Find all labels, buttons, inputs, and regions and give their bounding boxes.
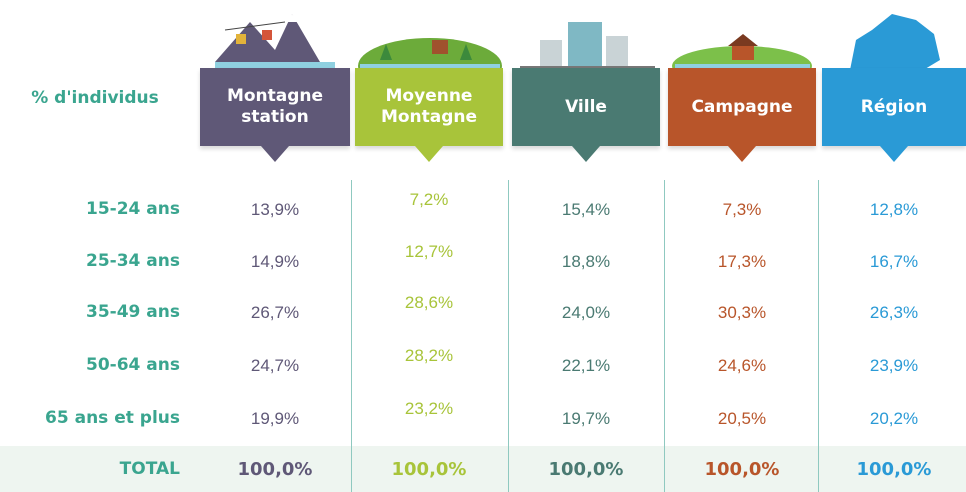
total-label: TOTAL — [119, 459, 180, 479]
cell-value: 24,7% — [250, 356, 300, 375]
column-separator — [664, 180, 665, 492]
column-separator — [818, 180, 819, 492]
cell-value: 24,0% — [561, 303, 611, 322]
cell-value: 7,3% — [722, 200, 762, 219]
row-label: 50-64 ans — [86, 355, 180, 375]
cell-value: 12,8% — [869, 200, 919, 219]
cell-value: 23,2% — [404, 399, 454, 418]
cell-value: 26,7% — [250, 303, 300, 322]
column-separator — [351, 180, 352, 492]
row-label: 25-34 ans — [86, 251, 180, 271]
cell-value: 26,3% — [869, 303, 919, 322]
header-pointer — [880, 146, 908, 162]
total-value: 100,0% — [237, 459, 313, 480]
row-label: 35-49 ans — [86, 302, 180, 322]
cell-value: 22,1% — [561, 356, 611, 375]
cell-value: 14,9% — [250, 252, 300, 271]
cell-value: 20,5% — [717, 409, 767, 428]
cell-value: 15,4% — [561, 200, 611, 219]
total-value: 100,0% — [391, 459, 467, 480]
cell-value: 30,3% — [717, 303, 767, 322]
header-pointer — [415, 146, 443, 162]
column-separator — [508, 180, 509, 492]
cell-value: 12,7% — [404, 242, 454, 261]
city-scene — [520, 22, 655, 72]
mountain-scene — [215, 14, 335, 70]
row-label: 15-24 ans — [86, 199, 180, 219]
column-header: Campagne — [668, 68, 816, 146]
column-header: Ville — [512, 68, 660, 146]
header-pointer — [728, 146, 756, 162]
cell-value: 28,2% — [404, 346, 454, 365]
cell-value: 13,9% — [250, 200, 300, 219]
header-pointer — [572, 146, 600, 162]
cell-value: 18,8% — [561, 252, 611, 271]
cell-value: 20,2% — [869, 409, 919, 428]
total-value: 100,0% — [856, 459, 932, 480]
cell-value: 19,7% — [561, 409, 611, 428]
cell-value: 23,9% — [869, 356, 919, 375]
region-map — [850, 14, 940, 72]
cell-value: 16,7% — [869, 252, 919, 271]
cell-value: 17,3% — [717, 252, 767, 271]
row-header: % d'individus — [31, 88, 159, 108]
column-header: Montagne station — [200, 68, 350, 146]
total-value: 100,0% — [704, 459, 780, 480]
column-header: Moyenne Montagne — [355, 68, 503, 146]
column-header: Région — [822, 68, 966, 146]
cell-value: 28,6% — [404, 293, 454, 312]
cell-value: 19,9% — [250, 409, 300, 428]
cell-value: 24,6% — [717, 356, 767, 375]
cell-value: 7,2% — [409, 190, 449, 209]
header-pointer — [261, 146, 289, 162]
total-value: 100,0% — [548, 459, 624, 480]
row-label: 65 ans et plus — [45, 408, 180, 428]
total-band — [0, 446, 966, 492]
